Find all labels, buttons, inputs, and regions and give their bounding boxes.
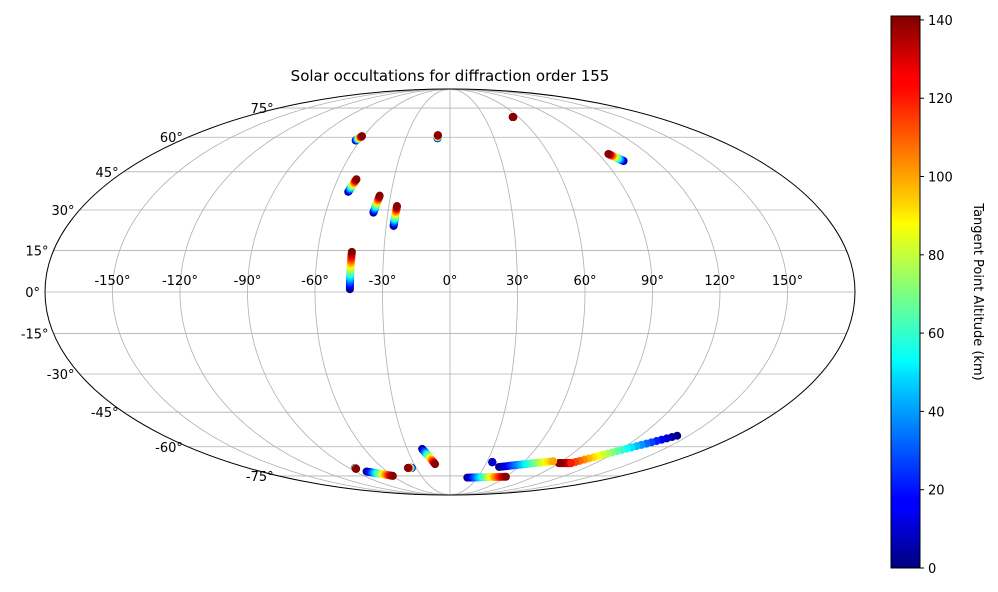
longitude-tick-label: 150° — [772, 274, 803, 289]
colorbar-gradient — [890, 15, 921, 569]
latitude-tick-label: 15° — [26, 244, 49, 259]
latitude-tick-labels: 75° 60° 45° 30° 15° 0° -15° -30° -45° -60° -75° — [21, 102, 274, 485]
occultation-point — [566, 459, 575, 468]
longitude-tick-label: 60° — [573, 274, 596, 289]
latitude-tick-label: 75° — [251, 102, 274, 117]
longitude-tick-label: 120° — [704, 274, 735, 289]
colorbar-tick-label: 100 — [928, 171, 953, 186]
longitude-tick-label: -30° — [369, 274, 397, 289]
longitude-tick-labels: -150° -120° -90° -60° -30° 0° 30° 60° 90° 120° 150… — [94, 274, 803, 289]
occultation-point — [508, 113, 517, 122]
colorbar: 0 20 40 60 80 100 120 140 Tangent Point Altitud… — [890, 14, 985, 577]
occultation-point — [388, 471, 397, 480]
latitude-tick-label: -15° — [21, 328, 49, 343]
latitude-tick-label: -60° — [155, 441, 183, 456]
latitude-tick-label: 0° — [25, 286, 40, 301]
colorbar-tick-label: 20 — [928, 484, 945, 499]
longitude-tick-label: 90° — [641, 274, 664, 289]
latitude-tick-label: -45° — [91, 406, 119, 421]
occultation-point — [358, 132, 367, 141]
occultation-point — [431, 460, 440, 469]
colorbar-tick-label: 140 — [928, 14, 953, 29]
occultation-point — [604, 149, 613, 158]
latitude-tick-label: 45° — [96, 166, 119, 181]
latitude-tick-label: -30° — [47, 368, 75, 383]
colorbar-ticks: 0 20 40 60 80 100 120 140 — [920, 14, 953, 577]
map-gridlines — [45, 88, 855, 496]
occultation-point — [549, 457, 558, 466]
occultation-point — [501, 472, 510, 481]
longitude-tick-label: -150° — [94, 274, 130, 289]
colorbar-tick-label: 40 — [928, 405, 945, 420]
occultation-point — [352, 175, 361, 184]
chart-title: Solar occultations for diffraction order… — [291, 67, 610, 85]
longitude-tick-label: -60° — [301, 274, 329, 289]
latitude-tick-label: -75° — [246, 470, 274, 485]
colorbar-tick-label: 60 — [928, 327, 945, 342]
colorbar-tick-label: 120 — [928, 92, 953, 107]
occultation-point — [488, 458, 497, 467]
map-boundary — [44, 88, 856, 496]
colorbar-label: Tangent Point Altitude (km) — [970, 202, 985, 380]
occultation-point — [375, 191, 384, 200]
occultation-point — [347, 247, 356, 256]
colorbar-tick-label: 80 — [928, 249, 945, 264]
occultation-point — [352, 464, 361, 473]
latitude-tick-label: 30° — [51, 204, 74, 219]
longitude-tick-label: 30° — [506, 274, 529, 289]
colorbar-tick-label: 0 — [928, 562, 936, 577]
occultation-point — [403, 463, 412, 472]
longitude-tick-label: -90° — [234, 274, 262, 289]
occultation-point — [433, 131, 442, 140]
latitude-tick-label: 60° — [160, 131, 183, 146]
longitude-tick-label: 0° — [443, 274, 458, 289]
longitude-tick-label: -120° — [162, 274, 198, 289]
occultation-point — [393, 202, 401, 211]
occultation-points — [344, 113, 682, 482]
